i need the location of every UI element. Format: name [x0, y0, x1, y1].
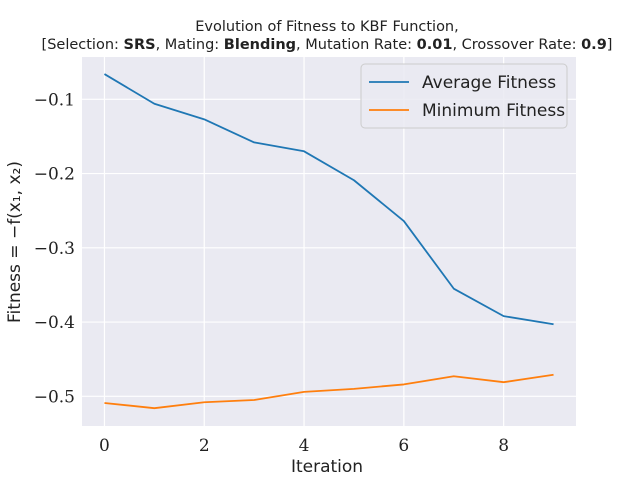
- x-axis-label: Iteration: [291, 457, 363, 477]
- chart-title-line2: [Selection: SRS, Mating: Blending, Mutat…: [42, 37, 613, 53]
- legend-box: [360, 63, 568, 129]
- x-tick-label: 4: [299, 436, 310, 456]
- series-line-average-fitness: [103, 73, 554, 326]
- legend: Average Fitness Minimum Fitness: [360, 63, 568, 129]
- gridlines: [82, 57, 576, 426]
- legend-entry: Minimum Fitness: [422, 101, 565, 121]
- x-tick-label: 6: [398, 436, 409, 456]
- title-mating-value: Blending: [224, 37, 296, 53]
- legend-entry: Average Fitness: [422, 73, 556, 93]
- title-selection-label: [Selection:: [42, 37, 124, 53]
- y-tick-label: −0.2: [34, 165, 75, 185]
- title-selection-value: SRS: [124, 37, 156, 53]
- y-tick-labels: −0.1 −0.2 −0.3 −0.4 −0.5: [34, 90, 75, 407]
- y-tick-label: −0.3: [34, 239, 75, 259]
- x-tick-label: 8: [498, 436, 509, 456]
- y-tick-label: −0.4: [34, 313, 75, 333]
- chart-title-line1: Evolution of Fitness to KBF Function,: [195, 19, 459, 35]
- title-closing-bracket: ]: [607, 37, 613, 53]
- x-tick-label: 2: [199, 436, 210, 456]
- y-axis-label: Fitness = −f(x₁, x₂): [5, 161, 25, 323]
- title-mutation-value: 0.01: [417, 37, 453, 53]
- x-tick-label: 0: [99, 436, 110, 456]
- y-tick-label: −0.5: [34, 387, 75, 407]
- title-crossover-value: 0.9: [581, 37, 607, 53]
- title-mating-label: , Mating:: [156, 37, 224, 53]
- series-line-minimum-fitness: [104, 373, 554, 410]
- y-tick-label: −0.1: [34, 90, 75, 110]
- x-tick-labels: 0 2 4 6 8: [99, 436, 509, 456]
- title-crossover-label: , Crossover Rate:: [452, 37, 581, 53]
- series-lines: [103, 73, 554, 410]
- title-mutation-label: , Mutation Rate:: [296, 37, 417, 53]
